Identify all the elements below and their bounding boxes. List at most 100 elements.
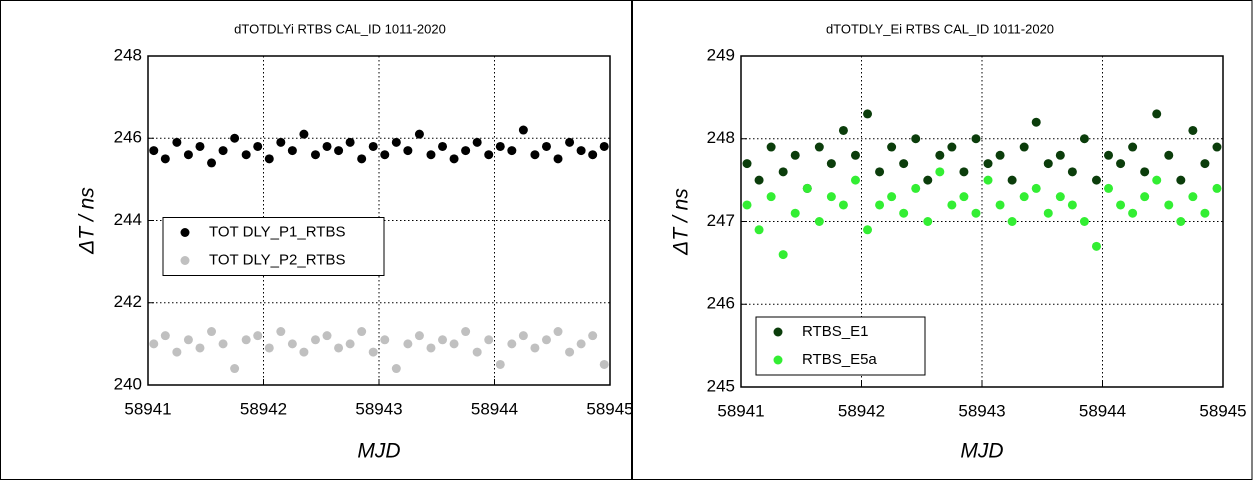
data-point [1067, 200, 1077, 210]
plot-frame [740, 55, 1224, 388]
data-point [863, 225, 873, 235]
data-point [414, 331, 424, 341]
data-point [403, 146, 413, 156]
data-point [1067, 167, 1077, 177]
data-point [995, 150, 1005, 160]
legend-label: TOT DLY_P2_RTBS [209, 251, 345, 268]
data-point [1019, 192, 1029, 202]
data-point [887, 142, 897, 152]
x-tick-label: 58942 [838, 401, 885, 420]
data-point [971, 208, 981, 218]
data-point [472, 137, 482, 147]
data-point [565, 137, 575, 147]
data-point [391, 137, 401, 147]
data-point [253, 331, 263, 341]
data-point [1104, 183, 1114, 193]
data-point [345, 137, 355, 147]
data-point [850, 175, 860, 185]
data-point [449, 339, 459, 349]
data-point [1079, 217, 1089, 226]
data-point [264, 154, 274, 164]
x-tick-label: 58941 [124, 399, 171, 418]
data-point [1152, 175, 1162, 185]
data-point [959, 192, 969, 202]
data-point [484, 335, 494, 345]
legend-box [162, 217, 385, 276]
data-point [322, 331, 332, 341]
x-tick-label: 58942 [240, 399, 287, 418]
data-point [391, 364, 401, 374]
data-point [838, 125, 848, 135]
data-point [484, 150, 494, 160]
data-point [1128, 208, 1138, 218]
legend-label: RTBS_E5a [802, 351, 877, 368]
legend-label: RTBS_E1 [802, 323, 868, 340]
x-axis-label: MJD [960, 440, 1003, 463]
data-point [1164, 200, 1174, 210]
x-axis-label: MJD [357, 440, 400, 463]
data-point [1116, 200, 1126, 210]
chart: dTOTDLYi RTBS CAL_ID 1011-2020 240 242 244 2… [76, 21, 634, 462]
data-point [299, 347, 309, 357]
data-point [357, 327, 367, 337]
data-point [1055, 192, 1065, 202]
data-point [1200, 159, 1210, 169]
data-point [576, 146, 586, 156]
data-point [334, 343, 344, 353]
data-point [1128, 142, 1138, 152]
data-point [838, 200, 848, 210]
data-point [1164, 150, 1174, 160]
data-point [1212, 142, 1222, 152]
data-point [1043, 159, 1053, 169]
data-point [754, 175, 764, 185]
data-point [241, 335, 251, 345]
chart: dTOTDLY_Ei RTBS CAL_ID 1011-2020 245 246 24… [670, 21, 1247, 462]
data-point [345, 339, 355, 349]
data-point [742, 200, 752, 210]
data-point [1176, 175, 1186, 185]
data-point [599, 141, 609, 151]
data-point [230, 133, 240, 143]
data-point [287, 146, 297, 156]
legend-marker [773, 327, 783, 337]
data-point [875, 200, 885, 210]
data-point [368, 347, 378, 357]
data-point [414, 129, 424, 139]
data-point [995, 200, 1005, 210]
data-point [530, 343, 540, 353]
data-point [1031, 117, 1041, 127]
data-point [438, 141, 448, 151]
data-point [183, 335, 193, 345]
data-point [357, 154, 367, 164]
data-point [230, 364, 240, 374]
data-point [322, 141, 332, 151]
data-point [160, 331, 170, 341]
data-point [790, 150, 800, 160]
data-point [826, 159, 836, 169]
data-point [826, 192, 836, 202]
data-point [778, 167, 788, 177]
plot-frame [147, 55, 611, 386]
legend-box [755, 316, 926, 376]
data-point [403, 339, 413, 349]
data-point [541, 335, 551, 345]
x-tick-label: 58941 [717, 401, 764, 420]
data-point [1079, 134, 1089, 144]
data-point [553, 154, 563, 164]
data-point [426, 150, 436, 160]
data-point [495, 141, 505, 151]
data-point [790, 208, 800, 218]
legend-marker [180, 228, 190, 237]
data-point [1140, 192, 1150, 202]
data-point [766, 192, 776, 202]
data-point [959, 167, 969, 177]
x-tick-label: 58944 [1079, 401, 1126, 420]
data-point [241, 150, 251, 160]
data-point [195, 343, 205, 353]
data-point [195, 141, 205, 151]
data-point [380, 335, 390, 345]
data-point [426, 343, 436, 353]
data-point [518, 331, 528, 341]
data-point [802, 183, 812, 193]
y-tick-label: 248 [707, 128, 735, 147]
